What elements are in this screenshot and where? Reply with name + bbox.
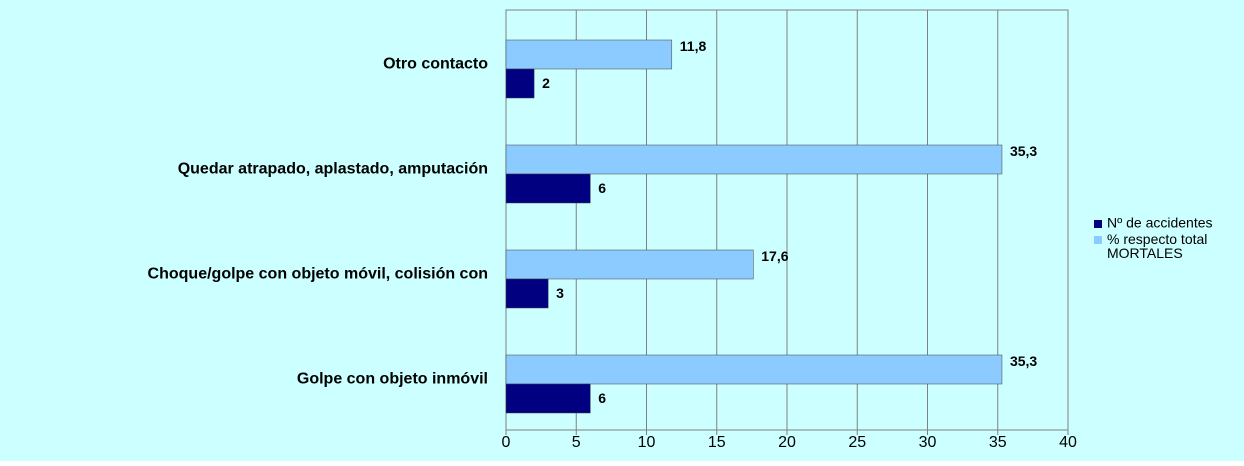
category-label: Golpe con objeto inmóvil bbox=[297, 371, 488, 388]
value-label: 35,3 bbox=[1010, 353, 1037, 369]
category-label: Choque/golpe con objeto móvil, colisión … bbox=[148, 266, 488, 283]
value-label: 11,8 bbox=[680, 38, 707, 54]
legend-swatch bbox=[1094, 220, 1102, 228]
value-label: 3 bbox=[556, 285, 564, 301]
bar bbox=[505, 354, 1003, 385]
value-label: 17,6 bbox=[761, 248, 788, 264]
bar bbox=[505, 144, 1003, 175]
bar bbox=[505, 173, 591, 204]
x-tick-label: 0 bbox=[502, 434, 511, 451]
legend-label: Nº de accidentes bbox=[1107, 215, 1213, 231]
bar bbox=[505, 383, 591, 414]
x-tick-label: 15 bbox=[708, 434, 726, 451]
x-tick-label: 20 bbox=[778, 434, 796, 451]
legend-label: % respecto total MORTALES bbox=[1107, 231, 1207, 261]
x-tick-label: 35 bbox=[989, 434, 1007, 451]
bar bbox=[505, 39, 673, 70]
legend-swatch bbox=[1094, 236, 1102, 244]
bar bbox=[505, 249, 754, 280]
value-label: 6 bbox=[598, 390, 606, 406]
bar bbox=[505, 68, 535, 99]
x-tick-label: 30 bbox=[919, 434, 937, 451]
x-tick-label: 5 bbox=[572, 434, 581, 451]
category-label: Quedar atrapado, aplastado, amputación bbox=[178, 161, 488, 178]
value-label: 6 bbox=[598, 180, 606, 196]
bar bbox=[505, 278, 549, 309]
value-label: 35,3 bbox=[1010, 143, 1037, 159]
value-label: 2 bbox=[542, 75, 550, 91]
x-tick-label: 10 bbox=[638, 434, 656, 451]
category-label: Otro contacto bbox=[383, 56, 488, 73]
x-tick-label: 40 bbox=[1059, 434, 1077, 451]
x-tick-label: 25 bbox=[848, 434, 866, 451]
